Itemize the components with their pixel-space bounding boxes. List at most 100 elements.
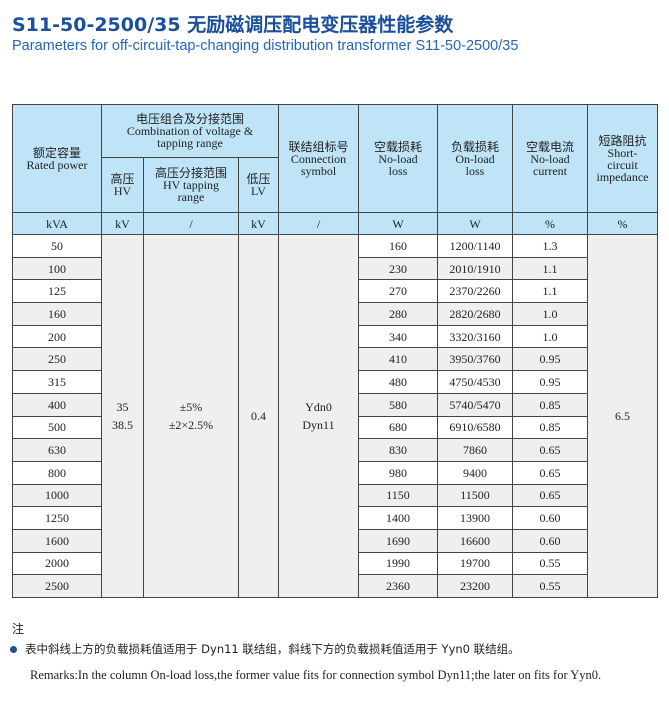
bullet-icon bbox=[10, 646, 17, 653]
onload-loss-cell: 11500 bbox=[437, 483, 514, 508]
onload-loss-cell: 3320/3160 bbox=[437, 324, 514, 349]
rated-power-cell: 125 bbox=[12, 279, 102, 304]
hv-cell: 35 38.5 bbox=[101, 234, 144, 598]
impedance-cell: 6.5 bbox=[587, 234, 659, 598]
unit-cell: W bbox=[437, 212, 514, 235]
noload-loss-cell: 1990 bbox=[358, 551, 439, 576]
table-row: 500 680 6910/6580 0.85 bbox=[12, 415, 658, 440]
rated-power-cell: 1600 bbox=[12, 528, 102, 553]
noload-current-cell: 0.60 bbox=[512, 506, 589, 530]
unit-cell: kV bbox=[101, 212, 144, 235]
noload-loss-cell: 270 bbox=[358, 279, 439, 304]
unit-cell: W bbox=[358, 212, 439, 235]
page-subtitle: Parameters for off-circuit-tap-changing … bbox=[12, 38, 519, 54]
noload-loss-cell: 230 bbox=[358, 256, 439, 281]
onload-loss-cell: 2820/2680 bbox=[437, 302, 514, 326]
noload-current-cell: 0.65 bbox=[512, 460, 589, 485]
noload-current-cell: 0.60 bbox=[512, 528, 589, 553]
noload-current-cell: 0.85 bbox=[512, 415, 589, 440]
noload-loss-cell: 1690 bbox=[358, 528, 439, 553]
onload-loss-cell: 3950/3760 bbox=[437, 347, 514, 372]
table-row: 2000 1990 19700 0.55 bbox=[12, 551, 658, 576]
onload-loss-cell: 5740/5470 bbox=[437, 392, 514, 417]
rated-power-cell: 250 bbox=[12, 347, 102, 372]
onload-loss-cell: 2370/2260 bbox=[437, 279, 514, 304]
onload-loss-cell: 1200/1140 bbox=[437, 234, 514, 258]
table-row: 125 270 2370/2260 1.1 bbox=[12, 279, 658, 304]
noload-loss-cell: 680 bbox=[358, 415, 439, 440]
unit-cell: % bbox=[512, 212, 589, 235]
rated-power-cell: 800 bbox=[12, 460, 102, 485]
header-rated-power: 额定容量 Rated power bbox=[12, 104, 102, 213]
onload-loss-cell: 23200 bbox=[437, 574, 514, 598]
table-row: 200 340 3320/3160 1.0 bbox=[12, 324, 658, 349]
lv-cell: 0.4 bbox=[237, 234, 280, 598]
connection-cell: Ydn0 Dyn11 bbox=[278, 234, 360, 598]
table-row: 160 280 2820/2680 1.0 bbox=[12, 302, 658, 326]
noload-current-cell: 1.0 bbox=[512, 324, 589, 349]
header-noload-current: 空载电流 No-load current bbox=[512, 104, 589, 213]
header-impedance: 短路阻抗 Short-circuit impedance bbox=[587, 104, 659, 213]
onload-loss-cell: 13900 bbox=[437, 506, 514, 530]
header-voltage-group: 电压组合及分接范围 Combination of voltage & tapping… bbox=[100, 104, 280, 158]
rated-power-cell: 1250 bbox=[12, 506, 102, 530]
rated-power-cell: 630 bbox=[12, 438, 102, 462]
rated-power-cell: 200 bbox=[12, 324, 102, 349]
rated-power-cell: 160 bbox=[12, 302, 102, 326]
noload-current-cell: 1.3 bbox=[512, 234, 589, 258]
table-row: 1000 1150 11500 0.65 bbox=[12, 483, 658, 508]
page-title: S11-50-2500/35 无励磁调压配电变压器性能参数 bbox=[12, 14, 454, 36]
noload-current-cell: 0.95 bbox=[512, 347, 589, 372]
rated-power-cell: 1000 bbox=[12, 483, 102, 508]
noload-loss-cell: 340 bbox=[358, 324, 439, 349]
onload-loss-cell: 16600 bbox=[437, 528, 514, 553]
noload-current-cell: 0.95 bbox=[512, 370, 589, 394]
rated-power-cell: 315 bbox=[12, 370, 102, 394]
noload-current-cell: 1.1 bbox=[512, 279, 589, 304]
rated-power-cell: 100 bbox=[12, 256, 102, 281]
note-english: Remarks:In the column On-load loss,the f… bbox=[30, 668, 602, 682]
noload-loss-cell: 1400 bbox=[358, 506, 439, 530]
table-row: 2500 2360 23200 0.55 bbox=[12, 574, 658, 598]
noload-loss-cell: 160 bbox=[358, 234, 439, 258]
onload-loss-cell: 19700 bbox=[437, 551, 514, 576]
unit-cell: % bbox=[587, 212, 659, 235]
noload-current-cell: 0.55 bbox=[512, 551, 589, 576]
onload-loss-cell: 7860 bbox=[437, 438, 514, 462]
unit-cell: / bbox=[143, 212, 239, 235]
unit-cell: / bbox=[278, 212, 360, 235]
unit-cell: kV bbox=[237, 212, 280, 235]
rated-power-cell: 2500 bbox=[12, 574, 102, 598]
header-hv: 高压 HV bbox=[101, 157, 144, 213]
onload-loss-cell: 4750/4530 bbox=[437, 370, 514, 394]
rated-power-cell: 500 bbox=[12, 415, 102, 440]
table-row: 800 980 9400 0.65 bbox=[12, 460, 658, 485]
rated-power-cell: 400 bbox=[12, 392, 102, 417]
header-noload-loss: 空载损耗 No-load loss bbox=[358, 104, 439, 213]
noload-loss-cell: 1150 bbox=[358, 483, 439, 508]
noload-current-cell: 1.1 bbox=[512, 256, 589, 281]
parameters-table: 额定容量 Rated power 电压组合及分接范围 Combination of … bbox=[12, 104, 659, 598]
noload-loss-cell: 280 bbox=[358, 302, 439, 326]
onload-loss-cell: 6910/6580 bbox=[437, 415, 514, 440]
header-lv: 低压 LV bbox=[237, 157, 280, 213]
header-onload-loss: 负载损耗 On-load loss bbox=[437, 104, 514, 213]
noload-current-cell: 0.55 bbox=[512, 574, 589, 598]
noload-current-cell: 0.65 bbox=[512, 483, 589, 508]
onload-loss-cell: 9400 bbox=[437, 460, 514, 485]
table-row: 1600 1690 16600 0.60 bbox=[12, 528, 658, 553]
noload-loss-cell: 2360 bbox=[358, 574, 439, 598]
noload-loss-cell: 480 bbox=[358, 370, 439, 394]
noload-loss-cell: 580 bbox=[358, 392, 439, 417]
header-tapping: 高压分接范围 HV tapping range bbox=[143, 157, 239, 213]
tapping-cell: ±5% ±2×2.5% bbox=[143, 234, 239, 598]
rated-power-cell: 50 bbox=[12, 234, 102, 258]
header-connection: 联结组标号 Connection symbol bbox=[278, 104, 360, 213]
noload-current-cell: 0.85 bbox=[512, 392, 589, 417]
noload-current-cell: 1.0 bbox=[512, 302, 589, 326]
noload-loss-cell: 410 bbox=[358, 347, 439, 372]
noload-loss-cell: 980 bbox=[358, 460, 439, 485]
table-row: 50 35 38.5 ±5% ±2×2.5% 0.4 Ydn0 Dyn11 160 1200/11… bbox=[12, 234, 659, 598]
notes-heading: 注 bbox=[12, 622, 25, 636]
unit-cell: kVA bbox=[12, 212, 102, 235]
